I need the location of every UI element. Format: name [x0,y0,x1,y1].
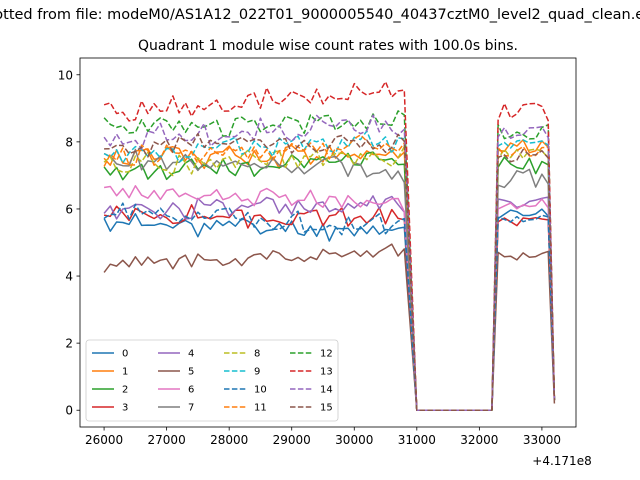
y-tick-label: 6 [65,202,73,216]
x-offset-label: +4.171e8 [532,454,591,468]
legend-label-11: 11 [254,403,267,414]
legend-label-15: 15 [320,403,333,414]
x-tick-label: 30000 [335,433,373,447]
plot-area: 26000 27000 28000 29000 30000 31000 32000 33000… [58,57,577,447]
legend-label-3: 3 [122,403,128,414]
legend-label-8: 8 [254,349,260,360]
y-tick-label: 0 [65,404,73,418]
legend-label-7: 7 [188,403,194,414]
x-tick-label: 32000 [460,433,498,447]
chart-title: Quadrant 1 module wise count rates with … [138,38,518,54]
legend-label-13: 13 [320,367,333,378]
x-tick-label: 31000 [398,433,436,447]
legend-label-12: 12 [320,349,333,360]
x-tick-label: 29000 [273,433,311,447]
x-tick-label: 26000 [85,433,123,447]
y-tick-label: 2 [65,337,73,351]
axes-frame [79,57,577,428]
series-line-12 [103,110,556,411]
legend-label-4: 4 [188,349,194,360]
y-tick-label: 10 [58,68,73,82]
legend-label-9: 9 [254,367,260,378]
series-line-14 [103,114,556,411]
legend-label-5: 5 [188,367,194,378]
legend-label-0: 0 [122,349,128,360]
legend-label-6: 6 [188,385,194,396]
x-tick-label: 33000 [523,433,561,447]
legend-box [85,339,339,422]
figure-suptitle: Plotted from file: modeM0/AS1A12_022T01_… [0,7,640,23]
legend-label-10: 10 [254,385,267,396]
y-tick-label: 4 [65,270,73,284]
x-tick-label: 28000 [210,433,248,447]
legend-label-2: 2 [122,385,128,396]
legend-label-14: 14 [320,385,333,396]
x-tick-label: 27000 [148,433,186,447]
y-tick-label: 8 [65,135,73,149]
legend-label-1: 1 [122,367,128,378]
series-line-15 [104,132,556,411]
